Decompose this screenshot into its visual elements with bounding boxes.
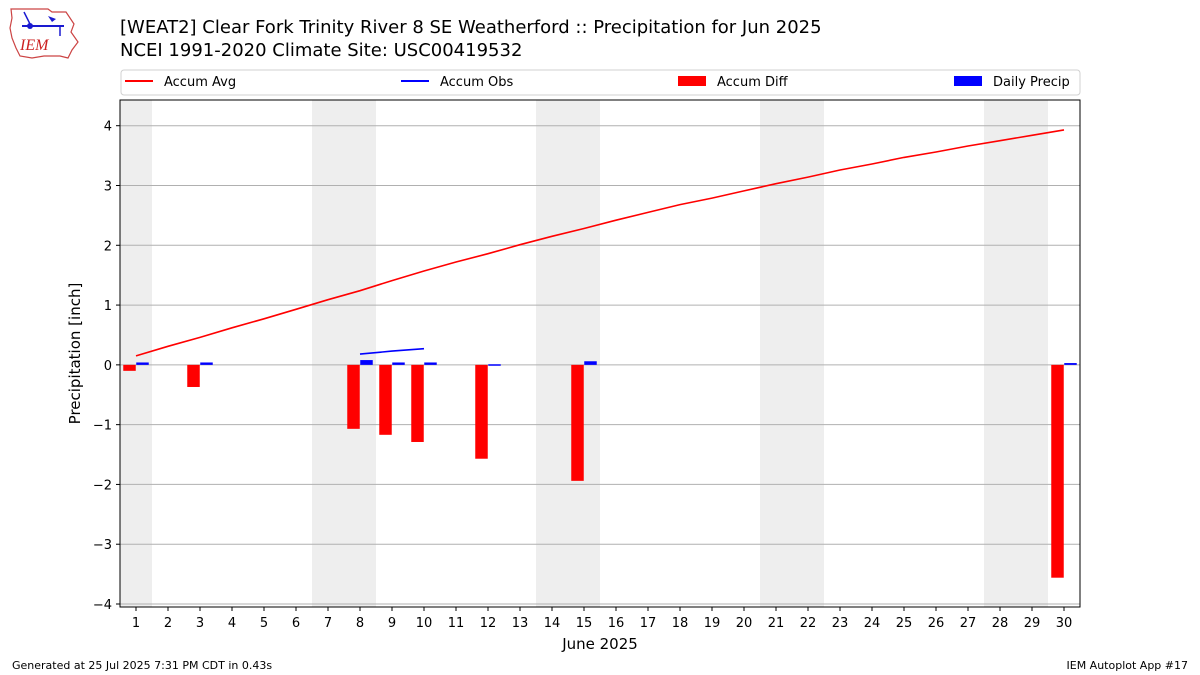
generated-timestamp: Generated at 25 Jul 2025 7:31 PM CDT in …	[12, 659, 273, 672]
legend-accum-avg-label: Accum Avg	[164, 75, 236, 90]
x-tick-label: 25	[896, 616, 913, 631]
daily-precip-bar	[136, 362, 149, 365]
x-tick-label: 16	[608, 616, 625, 631]
weekend-shade	[536, 100, 568, 607]
x-tick-label: 27	[960, 616, 977, 631]
daily-precip-bar	[424, 362, 437, 365]
weekend-shade	[792, 100, 824, 607]
accum-diff-bar	[347, 364, 360, 429]
daily-precip-bar	[392, 362, 405, 365]
x-tick-label: 26	[928, 616, 945, 631]
x-tick-label: 3	[196, 616, 204, 631]
y-tick-label: −4	[93, 598, 112, 613]
app-credit: IEM Autoplot App #17	[1066, 659, 1189, 672]
accum-diff-bar	[123, 364, 136, 371]
y-tick-label: −3	[93, 538, 112, 553]
x-tick-label: 7	[324, 616, 332, 631]
iem-logo: IEM	[9, 8, 79, 59]
plot-frame	[119, 99, 1081, 608]
y-tick-label: 3	[104, 179, 112, 194]
x-tick-label: 4	[228, 616, 236, 631]
x-tick-label: 28	[992, 616, 1009, 631]
weekend-shade	[760, 100, 792, 607]
x-tick-label: 30	[1056, 616, 1073, 631]
x-tick-label: 5	[260, 616, 268, 631]
x-tick-label: 19	[704, 616, 721, 631]
accum-obs-line	[359, 347, 425, 355]
chart-title: [WEAT2] Clear Fork Trinity River 8 SE We…	[120, 17, 822, 38]
weekend-shade	[120, 100, 152, 607]
x-tick-label: 18	[672, 616, 689, 631]
x-tick-label: 6	[292, 616, 300, 631]
y-tick-label: 4	[104, 120, 112, 135]
x-tick-label: 24	[864, 616, 881, 631]
x-tick-label: 22	[800, 616, 817, 631]
daily-precip-bar	[1064, 363, 1077, 365]
legend-accum-obs-label: Accum Obs	[440, 75, 513, 90]
legend-box	[120, 69, 1081, 96]
weekend-shade	[312, 100, 344, 607]
x-tick-label: 10	[416, 616, 433, 631]
legend-accum-diff-label: Accum Diff	[717, 75, 789, 90]
y-tick-label: 2	[104, 239, 112, 254]
weekend-shade	[1016, 100, 1048, 607]
y-axis-label: Precipitation [inch]	[66, 283, 84, 425]
x-tick-label: 2	[164, 616, 172, 631]
x-tick-label: 21	[768, 616, 785, 631]
x-tick-label: 11	[448, 616, 465, 631]
accum-avg-line	[135, 129, 1065, 357]
y-tick-label: 1	[104, 299, 112, 314]
x-tick-label: 17	[640, 616, 657, 631]
daily-precip-bar	[488, 364, 501, 366]
chart-subtitle: NCEI 1991-2020 Climate Site: USC00419532	[120, 40, 523, 61]
weekend-shading	[120, 100, 1048, 607]
legend-daily-precip-label: Daily Precip	[993, 75, 1070, 90]
accum-diff-bar	[475, 364, 488, 459]
x-tick-label: 13	[512, 616, 529, 631]
x-tick-label: 23	[832, 616, 849, 631]
x-axis-label: June 2025	[561, 635, 638, 653]
y-tick-label: −2	[93, 478, 112, 493]
x-tick-label: 1	[132, 616, 140, 631]
x-tick-label: 9	[388, 616, 396, 631]
legend-accum-diff-swatch	[678, 76, 706, 86]
accum-diff-bar	[379, 364, 392, 435]
legend-daily-precip-swatch	[954, 76, 982, 86]
accum-diff-bar	[187, 364, 200, 387]
legend: Accum Avg Accum Obs Accum Diff Daily Precip	[120, 69, 1081, 96]
gridlines	[120, 125, 1080, 605]
weekend-shade	[568, 100, 600, 607]
daily-precip-bar	[584, 361, 597, 365]
x-tick-label: 15	[576, 616, 593, 631]
x-tick-label: 20	[736, 616, 753, 631]
logo-text: IEM	[19, 37, 50, 54]
accum-diff-bar	[411, 364, 424, 442]
weekend-shade	[984, 100, 1016, 607]
y-tick-label: 0	[104, 359, 112, 374]
x-tick-label: 8	[356, 616, 364, 631]
accum-diff-bar	[571, 364, 584, 481]
x-tick-label: 29	[1024, 616, 1041, 631]
bars	[123, 360, 1077, 578]
x-tick-label: 12	[480, 616, 497, 631]
x-tick-label: 14	[544, 616, 561, 631]
daily-precip-bar	[360, 360, 373, 365]
y-tick-label: −1	[93, 419, 112, 434]
lines	[135, 129, 1065, 357]
daily-precip-bar	[200, 362, 213, 365]
accum-diff-bar	[1051, 364, 1064, 578]
